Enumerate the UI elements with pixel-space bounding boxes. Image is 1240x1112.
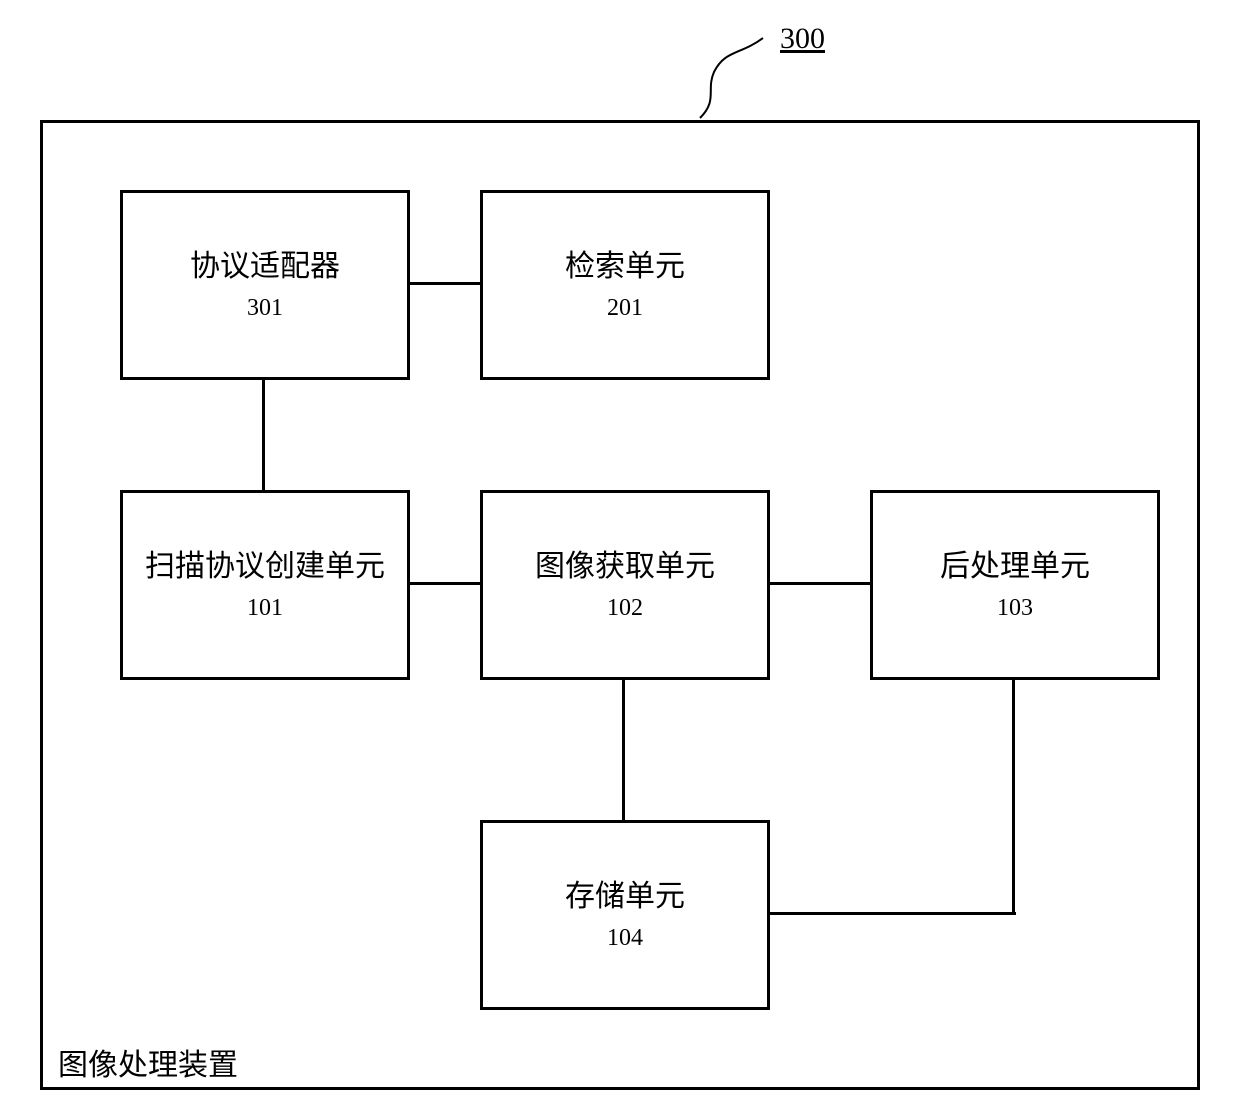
node-number: 101 [247, 595, 283, 622]
edge-n102-n104 [622, 680, 625, 820]
node-title: 后处理单元 [940, 549, 1090, 585]
node-title: 协议适配器 [190, 249, 340, 285]
node-scan-protocol-create-unit: 扫描协议创建单元 101 [120, 490, 410, 680]
edge-n102-n103 [770, 582, 870, 585]
node-number: 103 [997, 595, 1033, 622]
node-number: 201 [607, 295, 643, 322]
container-label: 图像处理装置 [58, 1040, 238, 1084]
edge-n301-n201 [410, 282, 480, 285]
node-title: 扫描协议创建单元 [145, 549, 385, 585]
node-protocol-adapter: 协议适配器 301 [120, 190, 410, 380]
diagram-canvas: 300 图像处理装置 协议适配器 301 检索单元 201 扫描协议创建单元 1… [0, 0, 1240, 1112]
edge-n103-n104-seg2 [770, 912, 1016, 915]
node-image-acquire-unit: 图像获取单元 102 [480, 490, 770, 680]
node-title: 存储单元 [565, 879, 685, 915]
edge-n101-n102 [410, 582, 480, 585]
node-number: 301 [247, 295, 283, 322]
node-retrieval-unit: 检索单元 201 [480, 190, 770, 380]
leader-path [700, 38, 763, 118]
node-number: 102 [607, 595, 643, 622]
node-post-process-unit: 后处理单元 103 [870, 490, 1160, 680]
node-title: 检索单元 [565, 249, 685, 285]
edge-n301-n101 [262, 380, 265, 490]
node-number: 104 [607, 925, 643, 952]
node-title: 图像获取单元 [535, 549, 715, 585]
edge-n103-n104-seg1 [1012, 680, 1015, 913]
node-storage-unit: 存储单元 104 [480, 820, 770, 1010]
